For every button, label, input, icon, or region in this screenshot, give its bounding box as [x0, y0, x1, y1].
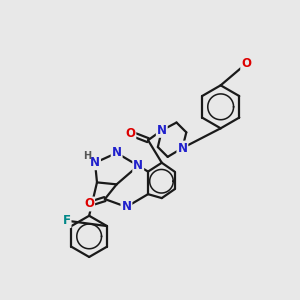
Text: N: N — [112, 146, 122, 159]
Text: N: N — [90, 156, 100, 169]
Text: O: O — [84, 197, 94, 211]
Text: N: N — [157, 124, 167, 137]
Text: N: N — [133, 159, 143, 172]
Text: H: H — [83, 151, 91, 161]
Text: N: N — [122, 200, 131, 213]
Text: O: O — [125, 127, 135, 140]
Text: N: N — [177, 142, 188, 154]
Text: O: O — [241, 57, 251, 70]
Text: F: F — [63, 214, 70, 227]
